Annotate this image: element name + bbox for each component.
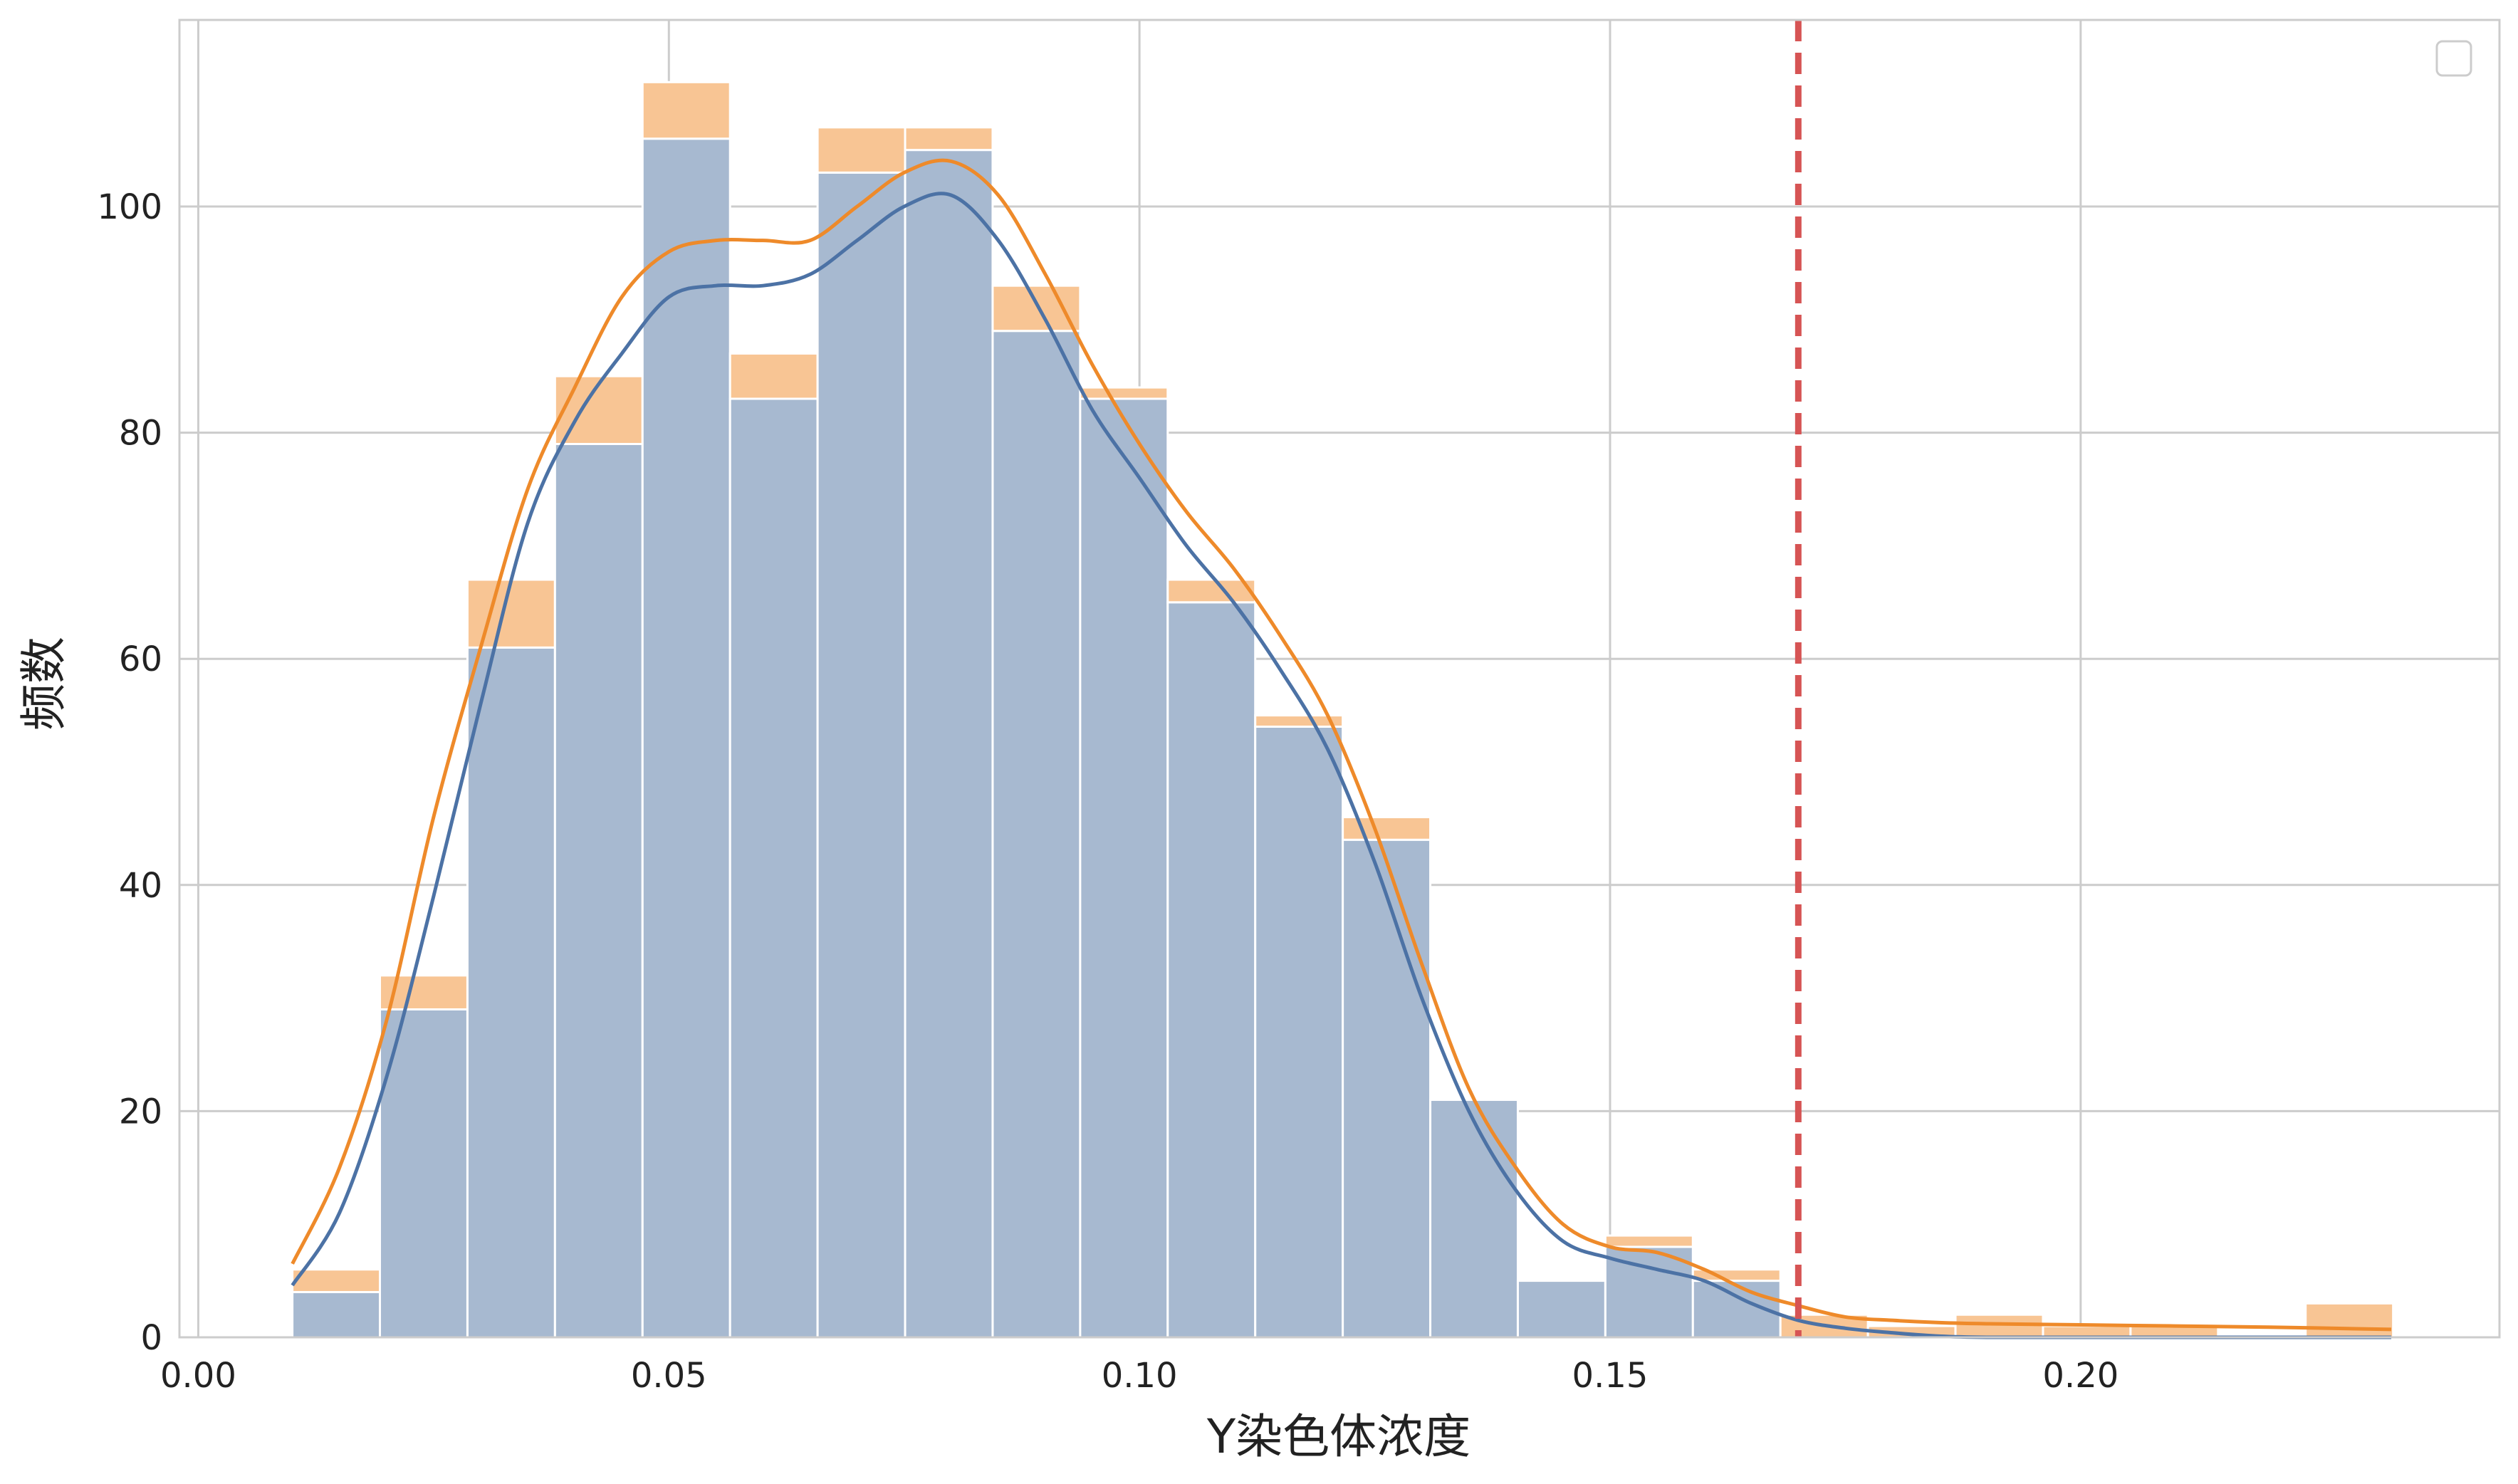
y-tick-label: 20 <box>119 1092 162 1132</box>
plot-area <box>178 19 2501 1339</box>
histogram-bar-series-1 <box>1516 1280 1607 1339</box>
histogram-bar-series-1 <box>291 1290 382 1339</box>
histogram-bar-series-1 <box>1342 838 1432 1339</box>
histogram-bar-series-1 <box>1166 601 1257 1339</box>
x-tick-label: 0.00 <box>160 1356 236 1396</box>
y-axis: 0 20 40 60 80 100 <box>97 187 162 1358</box>
histogram-bar-series-2 <box>1254 714 1344 728</box>
histogram-bar-series-2 <box>816 126 907 174</box>
kde-curve-series-2 <box>291 158 2392 1332</box>
kde-curve-series-1 <box>291 192 2391 1339</box>
y-tick-label: 100 <box>97 187 162 227</box>
histogram-bar-series-2 <box>904 126 994 152</box>
histogram-bar-series-2 <box>1166 578 1257 604</box>
legend-box <box>2435 40 2472 77</box>
histogram-bar-series-1 <box>553 442 644 1339</box>
histogram-bar-series-2 <box>1079 386 1169 400</box>
x-axis-label: Y染色体浓度 <box>1206 1409 1470 1464</box>
histogram-bar-series-1 <box>991 330 1082 1339</box>
histogram-bar-series-1 <box>379 1008 469 1339</box>
x-tick-label: 0.05 <box>631 1356 707 1396</box>
histogram-bar-series-1 <box>466 646 556 1339</box>
histogram-bar-series-2 <box>641 80 731 140</box>
histogram-bar-series-2 <box>1691 1268 1782 1282</box>
histogram-bar-series-1 <box>641 137 731 1339</box>
y-tick-label: 60 <box>119 639 162 679</box>
histogram-bar-series-1 <box>816 171 907 1339</box>
x-axis: 0.00 0.05 0.10 0.15 0.20 <box>160 1356 2119 1396</box>
histogram-bar-series-1 <box>1254 725 1344 1339</box>
histogram-bar-series-2 <box>1604 1234 1694 1248</box>
histogram-bar-series-1 <box>1079 397 1169 1339</box>
histogram-bar-series-1 <box>1429 1099 1519 1339</box>
histogram-bar-series-2 <box>728 352 819 400</box>
x-tick-label: 0.15 <box>1572 1356 1649 1396</box>
y-tick-label: 0 <box>140 1318 162 1358</box>
histogram-bar-series-2 <box>291 1268 382 1293</box>
x-tick-label: 0.20 <box>2042 1356 2119 1396</box>
histogram-bar-series-2 <box>991 284 1082 333</box>
y-axis-label: 频数 <box>16 637 71 731</box>
histogram-bar-series-1 <box>728 397 819 1339</box>
plot-frame <box>178 19 2501 1339</box>
x-tick-label: 0.10 <box>1102 1356 1178 1396</box>
histogram-bar-series-2 <box>1342 816 1432 841</box>
histogram-bar-series-2 <box>2304 1302 2395 1339</box>
y-tick-label: 40 <box>119 866 162 906</box>
y-tick-label: 80 <box>119 414 162 454</box>
histogram-bar-series-2 <box>466 578 556 649</box>
histogram-bar-series-1 <box>904 149 994 1339</box>
